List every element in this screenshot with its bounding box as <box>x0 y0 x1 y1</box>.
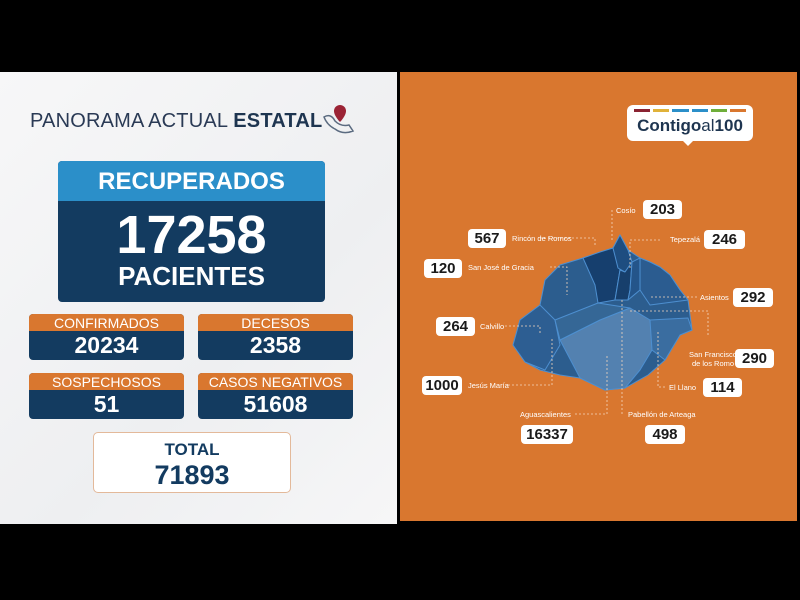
stat-value: 20234 <box>74 332 139 358</box>
logo-bar <box>710 109 727 112</box>
municipality-value: 203 <box>643 200 682 219</box>
municipality-name: San Francisco de los Romo <box>689 350 737 368</box>
stat-value: 2358 <box>249 332 302 358</box>
mexico-map-pin-icon <box>323 105 355 134</box>
municipality-value: 264 <box>436 317 475 336</box>
municipality-name: Rincón de Romos <box>512 234 572 243</box>
casos-negativos-card: CASOS NEGATIVOS 51608 <box>198 373 353 419</box>
stat-value: 51 <box>93 391 120 417</box>
logo-color-bars <box>634 109 747 112</box>
stat-label: CONFIRMADOS <box>29 314 184 331</box>
logo-text: Contigo <box>637 116 702 135</box>
municipality-value: 16337 <box>521 425 573 444</box>
logo-bar <box>634 109 651 112</box>
municipality-name: Asientos <box>700 293 729 302</box>
logo-bar <box>672 109 689 112</box>
recuperados-label: RECUPERADOS <box>58 161 325 201</box>
municipality-value: 114 <box>703 378 742 397</box>
stat-label: DECESOS <box>198 314 353 331</box>
municipality-value: 246 <box>704 230 745 249</box>
municipality-value: 498 <box>645 425 685 444</box>
region-el-llano <box>649 317 693 361</box>
sospechosos-card: SOSPECHOSOS 51 <box>29 373 184 419</box>
decesos-card: DECESOS 2358 <box>198 314 353 360</box>
municipality-name: Calvillo <box>480 322 505 331</box>
municipality-value: 292 <box>733 288 773 307</box>
total-label: TOTAL <box>164 440 220 459</box>
leader-lines <box>505 210 709 415</box>
recuperados-card: RECUPERADOS 17258 PACIENTES <box>58 161 325 302</box>
recuperados-unit: PACIENTES <box>118 261 265 291</box>
municipality-name: El Llano <box>669 383 697 392</box>
page-title: PANORAMA ACTUAL ESTATAL <box>30 110 322 133</box>
title-light: PANORAMA ACTUAL <box>30 110 234 132</box>
logo-bar <box>691 109 708 112</box>
stat-label: CASOS NEGATIVOS <box>198 373 353 390</box>
region-jesus-maria <box>554 302 631 341</box>
municipality-name: Aguascalientes <box>520 410 571 419</box>
municipality-name: Jesús María <box>468 381 509 390</box>
confirmados-card: CONFIRMADOS 20234 <box>29 314 184 360</box>
municipality-value: 1000 <box>422 376 462 395</box>
municipality-value: 290 <box>735 349 774 368</box>
municipality-value: 120 <box>424 259 462 278</box>
municipality-value: 567 <box>468 229 506 248</box>
recuperados-value: 17258 <box>116 205 267 265</box>
total-value: 71893 <box>154 460 230 490</box>
region-calvillo <box>512 304 561 371</box>
logo-text: al <box>701 116 715 135</box>
logo-bar <box>729 109 747 112</box>
region-asientos <box>639 257 689 306</box>
logo-text: 100 <box>714 116 743 135</box>
region-tepezala <box>627 257 641 301</box>
total-card: TOTAL 71893 <box>93 432 291 493</box>
contigo-al-100-logo: Contigoal100 <box>627 105 753 146</box>
municipality-name: Pabellón de Arteaga <box>628 410 696 419</box>
municipality-name: Cosío <box>616 206 636 215</box>
municipality-name: Tepezalá <box>670 235 701 244</box>
logo-bar <box>653 109 670 112</box>
municipality-name: San José de Gracia <box>468 263 534 272</box>
stat-value: 51608 <box>243 391 308 417</box>
title-bold: ESTATAL <box>233 110 323 132</box>
stat-label: SOSPECHOSOS <box>29 373 184 390</box>
